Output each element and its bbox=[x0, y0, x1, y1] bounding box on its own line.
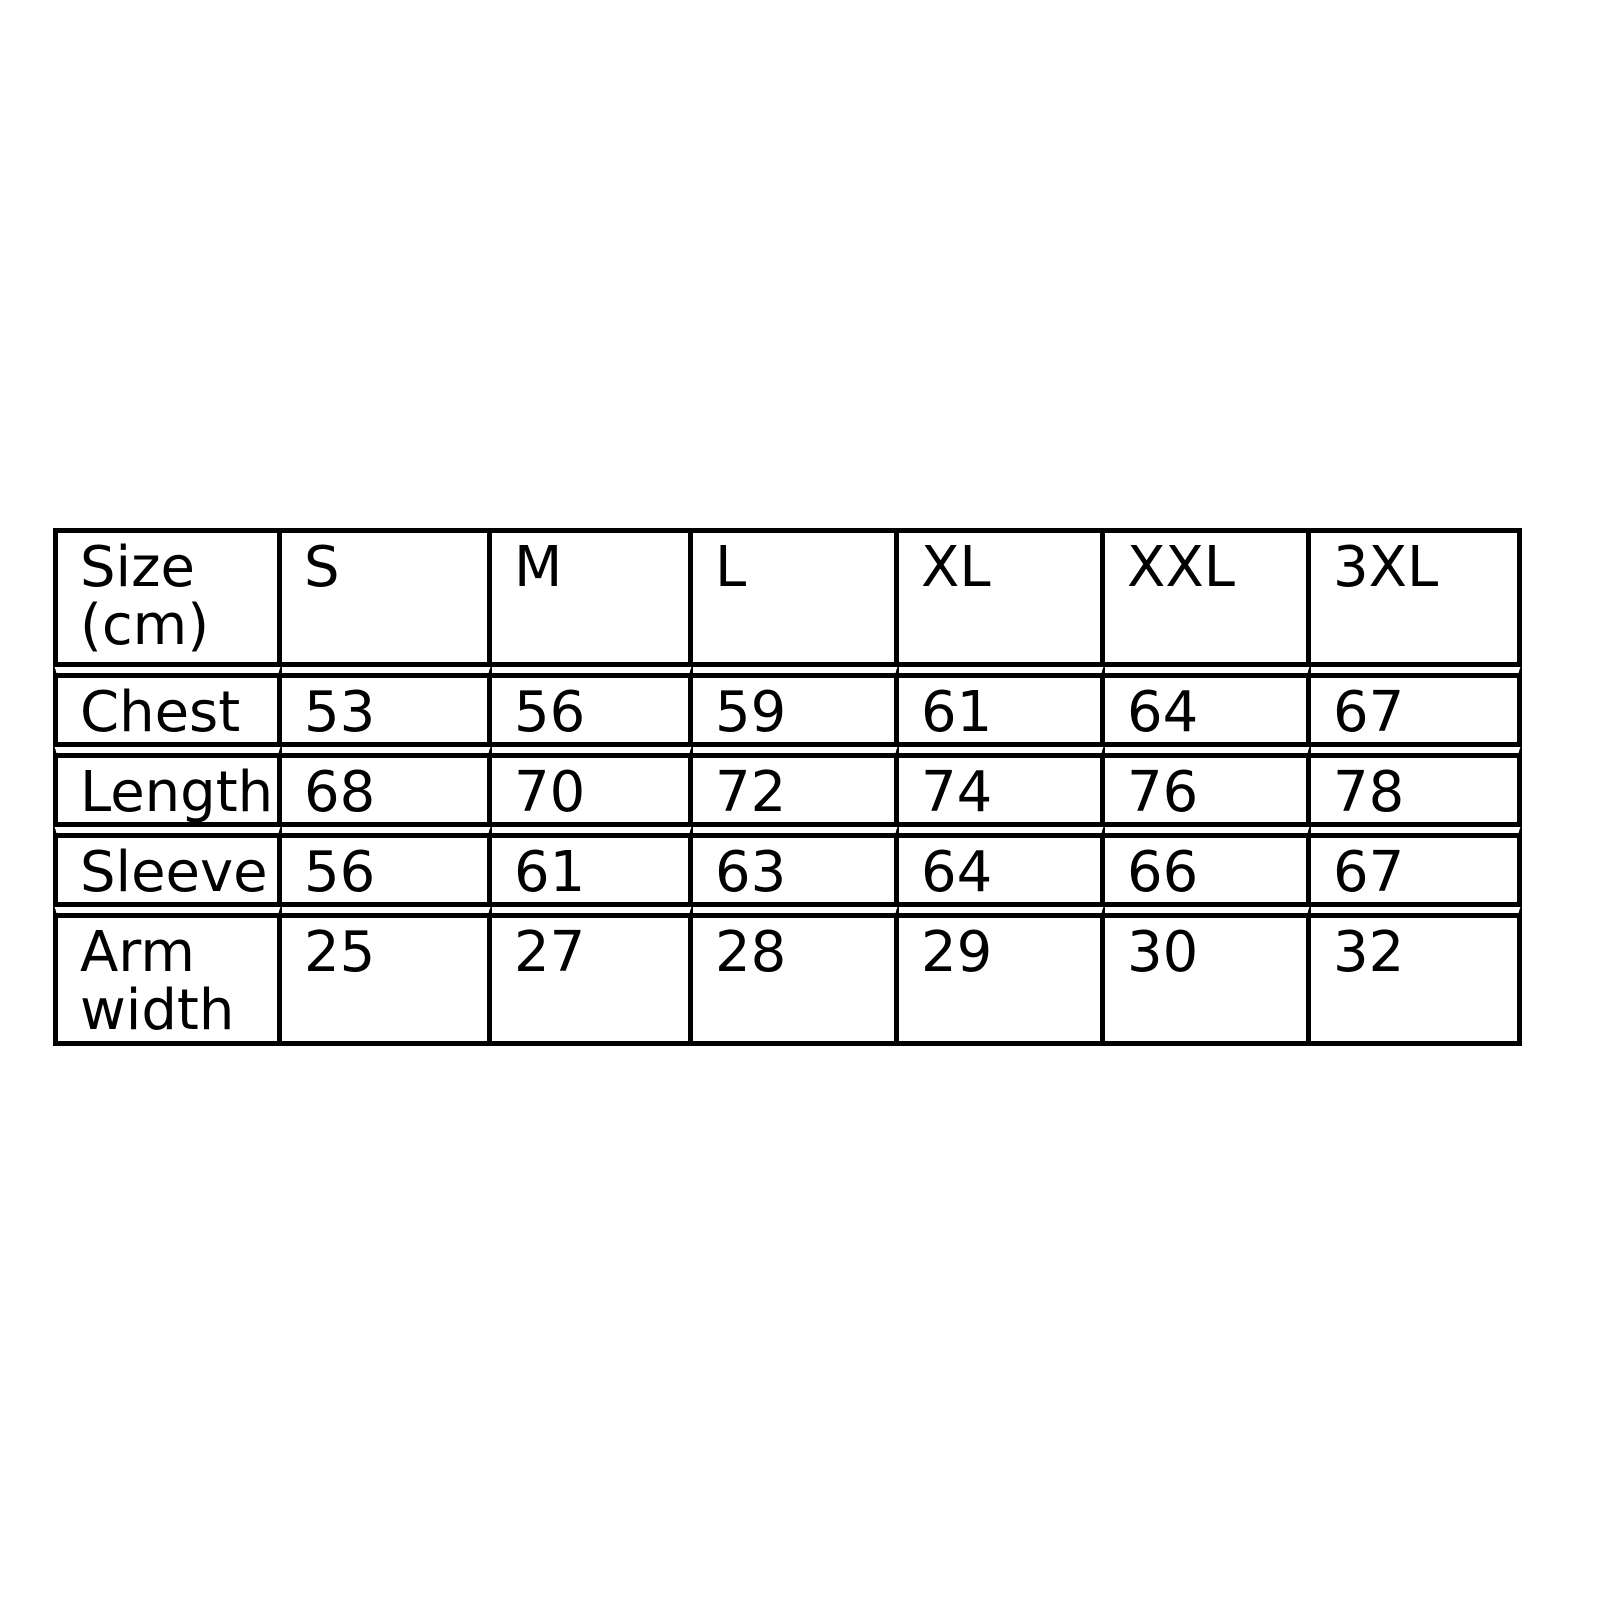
table-cell: 78 bbox=[1311, 742, 1522, 822]
table-cell: 32 bbox=[1311, 902, 1522, 1046]
table-cell: 67 bbox=[1311, 662, 1522, 742]
table-cell: 64 bbox=[1105, 662, 1311, 742]
table-row-length: Length 68 70 72 74 76 78 bbox=[53, 742, 1522, 822]
table-cell: 28 bbox=[693, 902, 899, 1046]
header-row: Size (cm) S M L XL XXL 3XL bbox=[53, 528, 1522, 662]
table-cell: 70 bbox=[492, 742, 693, 822]
table-cell: 61 bbox=[492, 822, 693, 902]
table-cell: 61 bbox=[899, 662, 1105, 742]
table-cell: 30 bbox=[1105, 902, 1311, 1046]
table-row-sleeve: Sleeve 56 61 63 64 66 67 bbox=[53, 822, 1522, 902]
size-chart: Size (cm) S M L XL XXL 3XL Chest 53 56 5… bbox=[53, 528, 1522, 1046]
column-header-xl: XL bbox=[899, 528, 1105, 662]
row-label-length: Length bbox=[53, 742, 282, 822]
column-header-3xl: 3XL bbox=[1311, 528, 1522, 662]
table-cell: 76 bbox=[1105, 742, 1311, 822]
table-cell: 25 bbox=[282, 902, 492, 1046]
row-label-arm-width: Arm width bbox=[53, 902, 282, 1046]
row-label-sleeve: Sleeve bbox=[53, 822, 282, 902]
column-header-xxl: XXL bbox=[1105, 528, 1311, 662]
table-cell: 29 bbox=[899, 902, 1105, 1046]
table-row-chest: Chest 53 56 59 61 64 67 bbox=[53, 662, 1522, 742]
table-cell: 66 bbox=[1105, 822, 1311, 902]
column-header-size-cm: Size (cm) bbox=[53, 528, 282, 662]
table-cell: 59 bbox=[693, 662, 899, 742]
table-cell: 53 bbox=[282, 662, 492, 742]
table-cell: 72 bbox=[693, 742, 899, 822]
table-cell: 74 bbox=[899, 742, 1105, 822]
column-header-m: M bbox=[492, 528, 693, 662]
table-cell: 56 bbox=[492, 662, 693, 742]
table-cell: 68 bbox=[282, 742, 492, 822]
row-label-chest: Chest bbox=[53, 662, 282, 742]
size-chart-table: Size (cm) S M L XL XXL 3XL Chest 53 56 5… bbox=[53, 528, 1522, 1046]
table-cell: 56 bbox=[282, 822, 492, 902]
table-cell: 64 bbox=[899, 822, 1105, 902]
column-header-s: S bbox=[282, 528, 492, 662]
column-header-l: L bbox=[693, 528, 899, 662]
table-cell: 63 bbox=[693, 822, 899, 902]
table-cell: 27 bbox=[492, 902, 693, 1046]
table-cell: 67 bbox=[1311, 822, 1522, 902]
table-row-arm-width: Arm width 25 27 28 29 30 32 bbox=[53, 902, 1522, 1046]
